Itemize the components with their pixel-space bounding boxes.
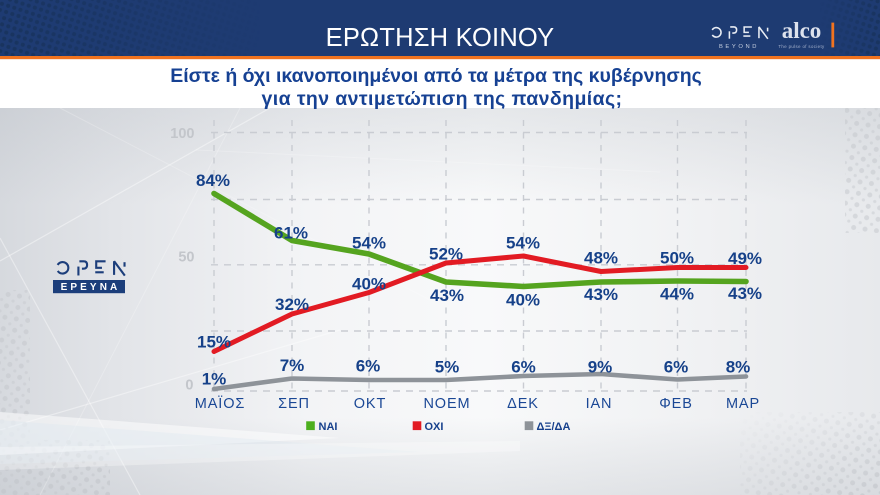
svg-text:9%: 9% (588, 358, 613, 377)
svg-text:BEYOND: BEYOND (719, 44, 759, 50)
svg-text:5%: 5% (435, 358, 460, 377)
svg-text:6%: 6% (511, 358, 536, 377)
svg-text:ΕΡΩΤΗΣΗ ΚΟΙΝΟΥ: ΕΡΩΤΗΣΗ ΚΟΙΝΟΥ (326, 24, 555, 52)
svg-text:ΝΟΕΜ: ΝΟΕΜ (423, 396, 470, 412)
svg-text:Είστε ή όχι ικανοποιημένοι από: Είστε ή όχι ικανοποιημένοι από τα μέτρα … (170, 65, 702, 87)
svg-text:100: 100 (170, 126, 194, 142)
svg-text:54%: 54% (352, 234, 386, 253)
svg-text:49%: 49% (728, 249, 762, 268)
svg-text:ΟΧΙ: ΟΧΙ (425, 421, 444, 433)
svg-text:50: 50 (178, 249, 194, 265)
svg-text:40%: 40% (352, 275, 386, 294)
svg-text:8%: 8% (726, 358, 751, 377)
svg-text:61%: 61% (274, 224, 308, 243)
svg-text:84%: 84% (196, 171, 230, 190)
svg-text:ΦΕΒ: ΦΕΒ (659, 396, 693, 412)
svg-text:6%: 6% (664, 358, 689, 377)
svg-text:ΟΚΤ: ΟΚΤ (354, 396, 387, 412)
svg-text:ΜΑΪΟΣ: ΜΑΪΟΣ (195, 395, 246, 412)
svg-text:40%: 40% (506, 291, 540, 310)
svg-text:The pulse of society: The pulse of society (778, 44, 825, 49)
svg-text:43%: 43% (430, 286, 464, 305)
svg-text:ΔΕΚ: ΔΕΚ (507, 396, 539, 412)
svg-text:7%: 7% (280, 356, 305, 375)
svg-text:43%: 43% (728, 284, 762, 303)
svg-text:50%: 50% (660, 249, 694, 268)
svg-text:ΣΕΠ: ΣΕΠ (278, 396, 310, 412)
svg-text:alco: alco (782, 18, 822, 43)
svg-text:44%: 44% (660, 285, 694, 304)
svg-text:54%: 54% (506, 234, 540, 253)
svg-text:6%: 6% (356, 357, 381, 376)
svg-text:ΔΞ/ΔΑ: ΔΞ/ΔΑ (537, 421, 571, 433)
svg-text:1%: 1% (202, 370, 227, 389)
svg-text:για την αντιμετώπιση της πανδη: για την αντιμετώπιση της πανδημίας; (262, 88, 623, 110)
svg-text:ΕΡΕΥΝΑ: ΕΡΕΥΝΑ (61, 282, 121, 293)
svg-text:52%: 52% (429, 245, 463, 264)
svg-text:ΝΑΙ: ΝΑΙ (319, 421, 338, 433)
svg-text:0: 0 (185, 378, 193, 394)
svg-text:15%: 15% (197, 333, 231, 352)
svg-text:43%: 43% (584, 285, 618, 304)
svg-text:32%: 32% (275, 295, 309, 314)
svg-text:48%: 48% (584, 249, 618, 268)
svg-text:ΜΑΡ: ΜΑΡ (726, 396, 760, 412)
svg-text:ΙΑΝ: ΙΑΝ (586, 396, 613, 412)
